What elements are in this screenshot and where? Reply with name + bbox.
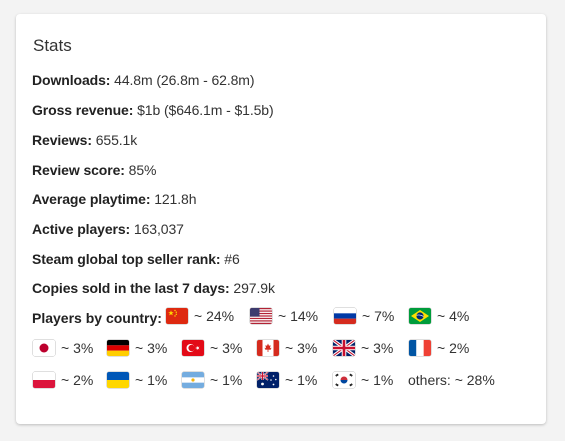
japan-flag-icon	[33, 340, 55, 356]
stat-label: Downloads:	[32, 72, 111, 88]
country-germany: ~ 3%	[107, 340, 167, 356]
country-uk: ~ 3%	[333, 340, 393, 356]
stat-top-seller-rank: Steam global top seller rank: #6	[32, 251, 240, 267]
country-percent: ~ 24%	[194, 308, 235, 324]
country-percent: ~ 7%	[362, 308, 395, 324]
stat-label: Gross revenue:	[32, 102, 134, 118]
country-percent: ~ 14%	[278, 308, 319, 324]
country-percent: ~ 3%	[361, 340, 394, 356]
country-australia: ~ 1%	[257, 372, 317, 388]
stat-average-playtime: Average playtime: 121.8h	[32, 191, 197, 207]
country-percent: ~ 1%	[285, 372, 318, 388]
country-argentina: ~ 1%	[182, 372, 242, 388]
stat-label: Copies sold in the last 7 days:	[32, 280, 230, 296]
country-percent: ~ 1%	[210, 372, 243, 388]
country-ukraine: ~ 1%	[107, 372, 167, 388]
countries-others: others: ~ 28%	[408, 372, 495, 388]
china-flag-icon	[166, 308, 188, 324]
usa-flag-icon	[250, 308, 272, 324]
country-brazil: ~ 4%	[409, 308, 469, 324]
stat-value: $1b ($646.1m - $1.5b)	[137, 102, 274, 118]
russia-flag-icon	[334, 308, 356, 324]
germany-flag-icon	[107, 340, 129, 356]
country-percent: ~ 2%	[437, 340, 470, 356]
country-france: ~ 2%	[409, 340, 469, 356]
stat-label: Active players:	[32, 221, 131, 237]
stat-active-players: Active players: 163,037	[32, 221, 184, 237]
country-turkey: ~ 3%	[182, 340, 242, 356]
ukraine-flag-icon	[107, 372, 129, 388]
australia-flag-icon	[257, 372, 279, 388]
country-china: ~ 24%	[166, 308, 234, 324]
stat-label: Average playtime:	[32, 191, 151, 207]
canada-flag-icon	[257, 340, 279, 356]
stats-card: Stats Downloads: 44.8m (26.8m - 62.8m) G…	[16, 14, 546, 424]
stat-value: 655.1k	[95, 132, 138, 148]
country-percent: ~ 2%	[61, 372, 94, 388]
stat-value: 121.8h	[154, 191, 197, 207]
country-percent: ~ 3%	[285, 340, 318, 356]
country-poland: ~ 2%	[33, 372, 93, 388]
country-usa: ~ 14%	[250, 308, 318, 324]
stat-value: 163,037	[133, 221, 184, 237]
brazil-flag-icon	[409, 308, 431, 324]
stat-downloads: Downloads: 44.8m (26.8m - 62.8m)	[32, 72, 255, 88]
country-south-korea: ~ 1%	[333, 372, 393, 388]
argentina-flag-icon	[182, 372, 204, 388]
stat-reviews: Reviews: 655.1k	[32, 132, 137, 148]
country-percent: ~ 1%	[361, 372, 394, 388]
poland-flag-icon	[33, 372, 55, 388]
turkey-flag-icon	[182, 340, 204, 356]
stat-label: Reviews:	[32, 132, 92, 148]
stat-label: Steam global top seller rank:	[32, 251, 221, 267]
stat-value: #6	[224, 251, 240, 267]
country-japan: ~ 3%	[33, 340, 93, 356]
country-percent: ~ 3%	[210, 340, 243, 356]
country-percent: ~ 3%	[61, 340, 94, 356]
country-percent: ~ 1%	[135, 372, 168, 388]
stat-value: 44.8m (26.8m - 62.8m)	[114, 72, 255, 88]
south-korea-flag-icon	[333, 372, 355, 388]
country-canada: ~ 3%	[257, 340, 317, 356]
country-percent: ~ 4%	[437, 308, 470, 324]
card-title: Stats	[33, 36, 72, 55]
players-by-country-label: Players by country:	[32, 310, 162, 326]
stat-copies-sold-7-days: Copies sold in the last 7 days: 297.9k	[32, 280, 275, 296]
stat-value: 297.9k	[233, 280, 275, 296]
stat-gross-revenue: Gross revenue: $1b ($646.1m - $1.5b)	[32, 102, 274, 118]
france-flag-icon	[409, 340, 431, 356]
country-russia: ~ 7%	[334, 308, 394, 324]
uk-flag-icon	[333, 340, 355, 356]
country-percent: ~ 3%	[135, 340, 168, 356]
stat-review-score: Review score: 85%	[32, 162, 156, 178]
stat-value: 85%	[128, 162, 157, 178]
stat-label: Review score:	[32, 162, 125, 178]
